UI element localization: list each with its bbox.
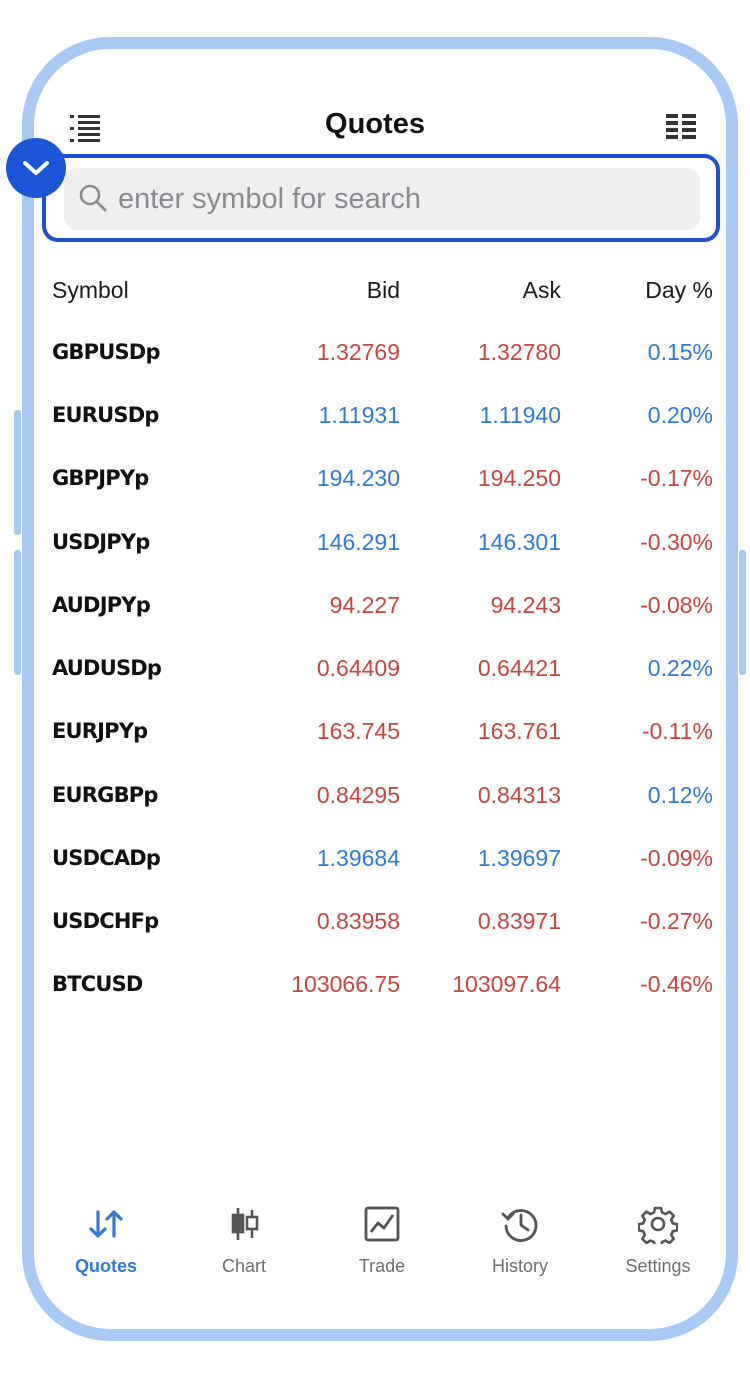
quote-day-change: -0.27% <box>640 908 713 934</box>
phone-frame <box>22 37 738 1341</box>
tab-bar: Quotes Chart Trade History <box>34 1196 728 1286</box>
quote-row[interactable]: GBPJPYp 194.230 194.250 -0.17% <box>0 447 750 509</box>
quote-bid: 1.11931 <box>318 402 400 428</box>
quote-symbol: AUDJPYp <box>52 593 151 617</box>
quote-ask: 0.83971 <box>477 908 561 934</box>
quote-bid: 94.227 <box>329 592 400 618</box>
search-bar[interactable] <box>64 168 700 230</box>
phone-side-button <box>14 410 21 535</box>
quote-day-change: -0.11% <box>641 718 713 744</box>
tab-label: Chart <box>221 1256 266 1276</box>
quote-bid: 163.745 <box>316 718 400 744</box>
quote-day-change: 0.22% <box>647 655 713 681</box>
quote-row[interactable]: EURJPYp 163.745 163.761 -0.11% <box>0 700 750 762</box>
quote-ask: 1.11940 <box>479 402 561 428</box>
history-icon <box>501 1209 538 1242</box>
column-header-ask[interactable]: Ask <box>522 277 561 303</box>
column-header-day-change[interactable]: Day % <box>645 277 713 303</box>
quote-symbol: AUDUSDp <box>52 656 162 680</box>
quote-symbol: BTCUSD <box>52 972 143 996</box>
quote-row[interactable]: EURGBPp 0.84295 0.84313 0.12% <box>0 764 750 826</box>
quote-row[interactable]: USDCHFp 0.83958 0.83971 -0.27% <box>0 890 750 952</box>
search-input[interactable] <box>118 168 688 230</box>
tab-settings[interactable]: Settings <box>588 1196 728 1277</box>
quote-bid: 146.291 <box>316 529 400 555</box>
tab-quotes[interactable]: Quotes <box>36 1196 176 1277</box>
quote-row[interactable]: USDJPYp 146.291 146.301 -0.30% <box>0 511 750 573</box>
quote-row[interactable]: USDCADp 1.39684 1.39697 -0.09% <box>0 827 750 889</box>
quote-symbol: USDJPYp <box>52 530 150 554</box>
tab-chart[interactable]: Chart <box>174 1196 314 1277</box>
quote-day-change: -0.30% <box>640 529 713 555</box>
sort-arrows-icon <box>89 1210 123 1238</box>
quote-bid: 0.84295 <box>316 782 400 808</box>
quote-day-change: 0.12% <box>647 782 713 808</box>
quote-row[interactable]: EURUSDp 1.11931 1.11940 0.20% <box>0 384 750 446</box>
search-icon <box>79 184 107 212</box>
quote-ask: 194.250 <box>477 465 561 491</box>
quote-bid: 0.64409 <box>316 655 400 681</box>
quote-ask: 1.32780 <box>477 339 561 365</box>
tab-history[interactable]: History <box>450 1196 590 1277</box>
phone-side-button <box>14 550 21 675</box>
quote-row[interactable]: AUDJPYp 94.227 94.243 -0.08% <box>0 574 750 636</box>
chevron-down-icon <box>23 161 49 175</box>
trade-chart-icon <box>364 1206 400 1242</box>
quote-row[interactable]: GBPUSDp 1.32769 1.32780 0.15% <box>0 321 750 383</box>
list-icon[interactable] <box>68 110 102 144</box>
page-title: Quotes <box>325 108 425 140</box>
gear-icon <box>638 1206 678 1244</box>
quote-day-change: -0.09% <box>640 845 713 871</box>
quote-ask: 1.39697 <box>477 845 561 871</box>
quote-day-change: 0.15% <box>647 339 713 365</box>
tab-trade[interactable]: Trade <box>312 1196 452 1277</box>
tab-label: Settings <box>625 1256 691 1276</box>
column-header-symbol[interactable]: Symbol <box>52 277 129 303</box>
collapse-button[interactable] <box>6 138 66 198</box>
quote-symbol: EURUSDp <box>52 403 159 427</box>
column-header-bid[interactable]: Bid <box>366 277 400 303</box>
quote-ask: 103097.64 <box>452 971 561 997</box>
quote-ask: 146.301 <box>477 529 561 555</box>
quote-day-change: -0.46% <box>640 971 713 997</box>
quote-bid: 194.230 <box>316 465 400 491</box>
quote-day-change: 0.20% <box>647 402 713 428</box>
tab-label: Quotes <box>74 1256 137 1276</box>
quote-ask: 0.84313 <box>477 782 561 808</box>
tab-label: Trade <box>358 1256 406 1276</box>
quote-symbol: GBPUSDp <box>52 340 160 364</box>
quote-symbol: EURJPYp <box>52 719 148 743</box>
quote-row[interactable]: AUDUSDp 0.64409 0.64421 0.22% <box>0 637 750 699</box>
quote-symbol: USDCHFp <box>52 909 159 933</box>
quote-ask: 0.64421 <box>477 655 561 681</box>
tab-label: History <box>491 1256 548 1276</box>
search-highlight-frame <box>42 154 720 242</box>
quote-row[interactable]: BTCUSD 103066.75 103097.64 -0.46% <box>0 953 750 1015</box>
grid-view-icon[interactable] <box>664 110 698 144</box>
quote-symbol: USDCADp <box>52 846 161 870</box>
quote-bid: 103066.75 <box>291 971 400 997</box>
quote-day-change: -0.17% <box>640 465 713 491</box>
quote-symbol: EURGBPp <box>52 783 158 807</box>
quote-bid: 1.39684 <box>316 845 400 871</box>
quote-day-change: -0.08% <box>640 592 713 618</box>
candlestick-icon <box>231 1208 259 1240</box>
quote-ask: 163.761 <box>477 718 561 744</box>
quote-symbol: GBPJPYp <box>52 466 149 490</box>
quote-bid: 1.32769 <box>316 339 400 365</box>
quote-ask: 94.243 <box>490 592 561 618</box>
phone-side-button <box>739 550 746 675</box>
quote-bid: 0.83958 <box>316 908 400 934</box>
